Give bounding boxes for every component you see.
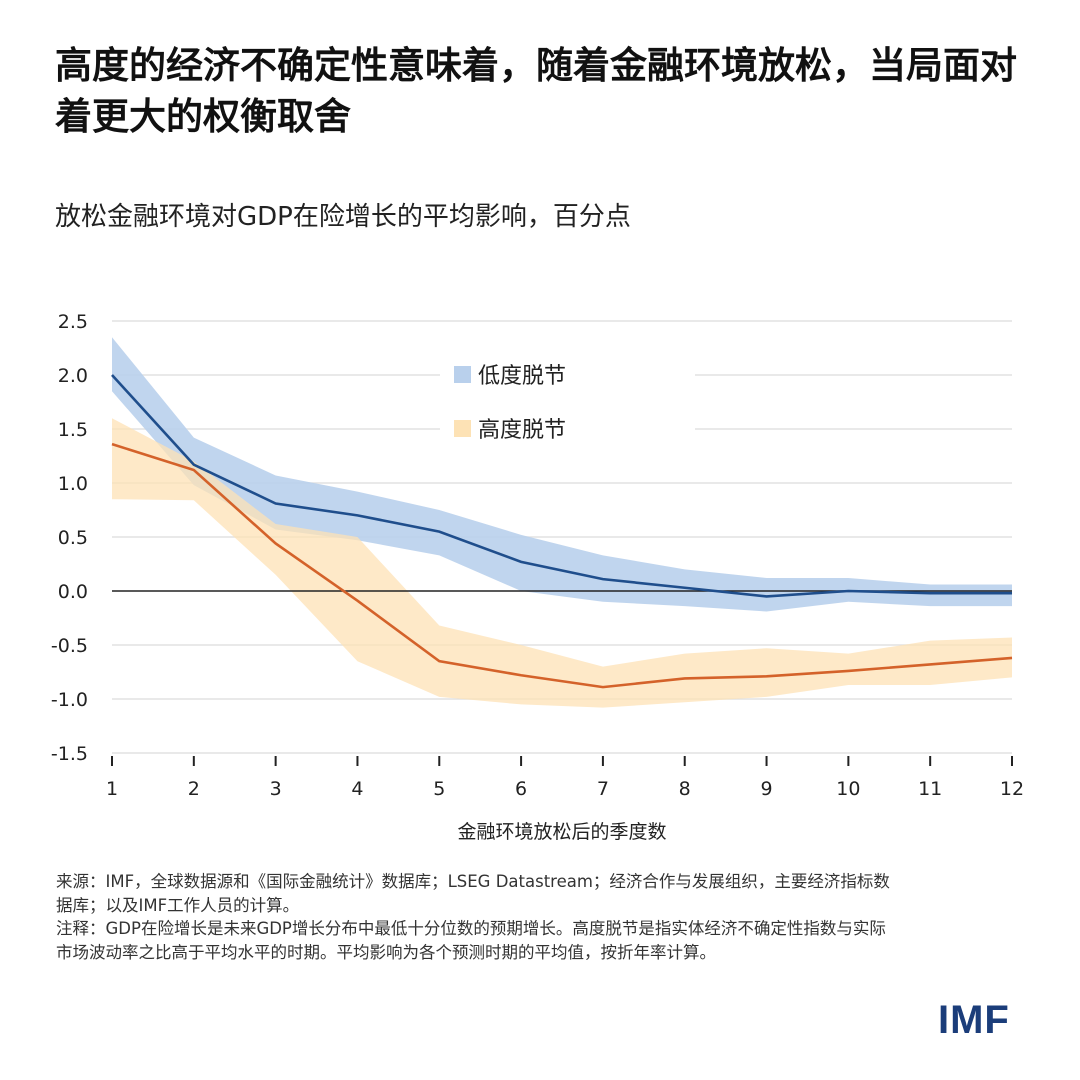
x-tick-label: 4 bbox=[351, 778, 363, 800]
source-note: 来源：IMF，全球数据源和《国际金融统计》数据库；LSEG Datastream… bbox=[56, 872, 890, 915]
x-tick-label: 5 bbox=[433, 778, 445, 800]
y-tick-label: -1.5 bbox=[51, 743, 88, 765]
y-tick-label: 0.5 bbox=[58, 527, 88, 549]
y-tick-label: 2.0 bbox=[58, 365, 88, 387]
x-tick-label: 8 bbox=[679, 778, 691, 800]
y-tick-label: -1.0 bbox=[51, 689, 88, 711]
x-tick-label: 6 bbox=[515, 778, 527, 800]
y-tick-label: 2.5 bbox=[58, 311, 88, 333]
confidence-band-2 bbox=[112, 418, 1012, 708]
legend-swatch bbox=[454, 420, 471, 437]
confidence-band-1 bbox=[112, 337, 1012, 612]
y-tick-label: 1.0 bbox=[58, 473, 88, 495]
x-tick-label: 10 bbox=[836, 778, 860, 800]
y-tick-label: 0.0 bbox=[58, 581, 88, 603]
legend-label: 低度脱节 bbox=[478, 364, 566, 389]
y-tick-label: 1.5 bbox=[58, 419, 88, 441]
imf-logo: IMF bbox=[938, 998, 1010, 1042]
legend-label: 高度脱节 bbox=[478, 418, 566, 443]
series-line-1 bbox=[111, 374, 1012, 598]
x-tick-label: 2 bbox=[188, 778, 200, 800]
legend-swatch bbox=[454, 366, 471, 383]
x-tick-label: 9 bbox=[760, 778, 772, 800]
chart-subtitle: 放松金融环境对GDP在险增长的平均影响，百分点 bbox=[55, 202, 631, 232]
footnote: 注释：GDP在险增长是未来GDP增长分布中最低十分位数的预期增长。高度脱节是指实… bbox=[56, 919, 886, 962]
series-line-2 bbox=[111, 442, 1013, 689]
notes: 来源：IMF，全球数据源和《国际金融统计》数据库；LSEG Datastream… bbox=[56, 870, 896, 964]
legend-background bbox=[440, 344, 695, 460]
x-tick-label: 3 bbox=[270, 778, 282, 800]
x-tick-label: 1 bbox=[106, 778, 118, 800]
x-tick-label: 7 bbox=[597, 778, 609, 800]
chart: 2.52.01.51.00.50.0-0.5-1.0-1.51 2 3 4 5 6 7 8 9 1… bbox=[51, 311, 1024, 843]
y-tick-label: -0.5 bbox=[51, 635, 88, 657]
x-axis-label: 金融环境放松后的季度数 bbox=[457, 821, 666, 843]
page-title: 高度的经济不确定性意味着，随着金融环境放松，当局面对着更大的权衡取舍 bbox=[55, 44, 1017, 138]
x-tick-label: 11 bbox=[918, 778, 942, 800]
x-tick-label: 12 bbox=[1000, 778, 1024, 800]
